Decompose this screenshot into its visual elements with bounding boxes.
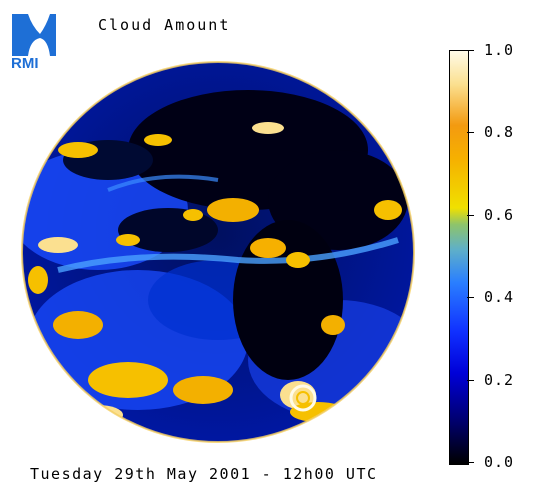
dense-cloud [290,402,346,422]
colorbar-tick [467,215,474,216]
dense-cloud [144,134,172,146]
rmi-logo-mark [12,14,56,56]
dense-cloud [250,238,286,258]
colorbar-tick-label: 0.0 [484,453,515,471]
cyclone-swirl [296,391,310,405]
colorbar-tick-label: 0.2 [484,371,515,389]
dense-cloud [53,311,103,339]
dense-cloud [286,252,310,268]
clear-sky-area [233,220,343,380]
colorbar-tick [467,380,474,381]
dense-cloud [173,376,233,404]
colorbar-tick-label: 0.6 [484,206,515,224]
disk-edge [21,61,415,443]
timestamp-caption: Tuesday 29th May 2001 - 12h00 UTC [30,465,378,483]
colorbar-tick [467,297,474,298]
dense-cloud [116,234,140,246]
colorbar-tick [467,50,474,51]
dense-cloud [28,266,48,294]
earth-disk-cloud-map [21,61,415,443]
cloud-streak [57,237,399,273]
dense-cloud [374,200,402,220]
colorbar-tick-label: 0.4 [484,288,515,306]
colorbar [449,50,469,465]
dense-cloud [58,142,98,158]
dense-cloud [183,209,203,221]
colorbar-tick [467,462,474,463]
dense-cloud [252,122,284,134]
dense-cloud [207,198,259,222]
dense-cloud [38,237,78,253]
dense-cloud [88,362,168,398]
colorbar-tick-label: 1.0 [484,41,515,59]
rmi-logo-text: RMI [11,55,39,70]
map-title: Cloud Amount [98,16,231,34]
cloud-streak [107,174,219,192]
cyclone-swirl [289,384,317,412]
dense-cloud [321,315,345,335]
rmi-logo: RMI [11,14,56,70]
colorbar-tick-label: 0.8 [484,123,515,141]
colorbar-tick [467,132,474,133]
